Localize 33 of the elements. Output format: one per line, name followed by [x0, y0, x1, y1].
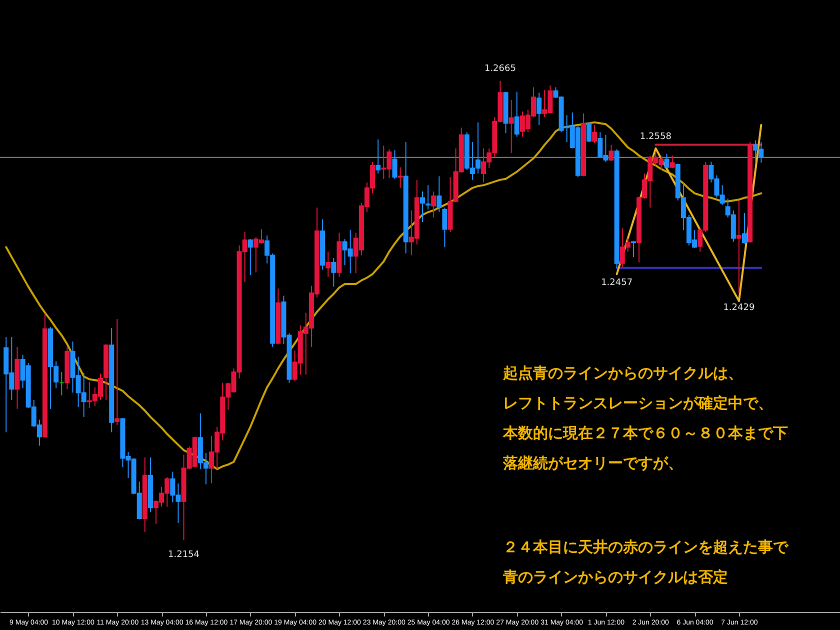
- candlestick: [114, 318, 120, 426]
- candlestick: [426, 184, 431, 210]
- candlestick: [514, 91, 520, 138]
- candlestick: [736, 200, 742, 294]
- annotation: 起点青のラインからのサイクルは、: [502, 364, 743, 382]
- candlestick: [431, 190, 436, 218]
- series-label: 1.2558: [640, 132, 672, 142]
- candlestick: [248, 238, 253, 276]
- annotation: 1.2429: [723, 302, 755, 313]
- annotation: 1.2457: [601, 278, 633, 288]
- candlestick: [508, 99, 514, 154]
- annotation: 落継続がセオリーですが、: [502, 454, 683, 472]
- candlestick: [586, 122, 592, 143]
- annotation: レフトトランスレーションが確定中で、: [503, 394, 773, 412]
- candlestick: [592, 124, 598, 144]
- candlestick: [436, 176, 442, 213]
- candlestick: [420, 190, 425, 223]
- candlestick: [392, 150, 398, 180]
- candlestick: [664, 153, 670, 169]
- text: 青のラインからのサイクルは否定: [502, 568, 728, 586]
- candlestick: [442, 207, 448, 248]
- annotation: ２４本目に天井の赤のラインを超えた事で: [503, 538, 789, 556]
- candlestick: [608, 144, 614, 162]
- annotation: 1.2154: [168, 550, 200, 560]
- annotation: 本数的に現在２７本で６０～８０本まで下: [502, 424, 788, 442]
- candlestick: [536, 92, 542, 126]
- candlestick: [376, 138, 381, 174]
- candlestick: [331, 257, 336, 288]
- candlestick: [742, 212, 748, 244]
- candlestick: [398, 166, 403, 188]
- candlestick: [670, 155, 675, 169]
- candlestick: [326, 251, 331, 278]
- annotation: 1.2665: [484, 64, 516, 74]
